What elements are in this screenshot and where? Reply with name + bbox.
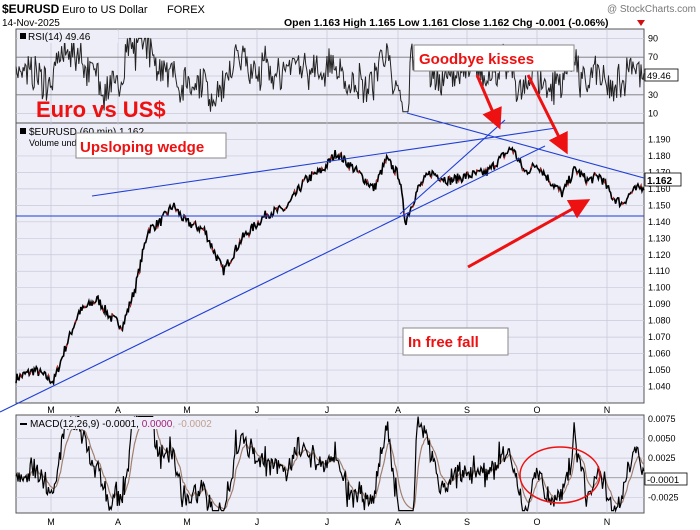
price-tick-label: 1.040: [648, 382, 671, 392]
price-tick-label: 1.120: [648, 250, 671, 260]
x-tick-label: N: [604, 405, 611, 415]
x-tick-label: A: [115, 405, 121, 415]
trend-lines: [0, 112, 645, 413]
price-series: [15, 146, 645, 387]
macd-last-tag: -0.0001: [644, 472, 688, 486]
macd-label-bg: [18, 417, 268, 429]
macd-tick-label: 0.0075: [648, 414, 676, 424]
arrow-kiss-2: [526, 74, 568, 155]
price-tick-label: 1.140: [648, 217, 671, 227]
macd-series: [15, 415, 645, 513]
wedge-lower-line: [0, 145, 546, 413]
arrow-kiss-1: [475, 74, 502, 130]
x-tick-label: N: [604, 517, 611, 527]
price-tick-label: 1.060: [648, 349, 671, 359]
rsi-line: [15, 37, 645, 113]
macd-line: [15, 415, 645, 513]
breakdown-line: [399, 119, 506, 215]
price-tick-label: 1.150: [648, 200, 671, 210]
watermark: @ StockCharts.com: [607, 4, 696, 15]
x-tick-label: M: [47, 405, 55, 415]
x-tick-label: J: [255, 405, 260, 415]
x-tick-label: S: [464, 517, 470, 527]
symbol: $EURUSD: [2, 2, 60, 16]
grid-lines: [16, 29, 644, 513]
price-tick-label: 1.130: [648, 233, 671, 243]
volume-label: Volume undefined: [29, 138, 101, 148]
x-tick-label: J: [325, 405, 330, 415]
rsi-label-bg: [18, 31, 118, 43]
price-tick-label: 1.100: [648, 283, 671, 293]
annotation-wedge: Upsloping wedge: [80, 139, 204, 156]
macd-label-part: MACD(12,26,9) -0.0001,: [30, 419, 142, 430]
price-legend-swatch: [20, 128, 26, 134]
annotation-title: Euro vs US$: [36, 97, 166, 122]
macd-label-part: 0.0000: [142, 419, 173, 430]
x-tick-label: A: [395, 517, 401, 527]
macd-last-value: -0.0001: [647, 475, 679, 486]
ohlc-summary: Open 1.163 High 1.165 Low 1.161 Close 1.…: [284, 17, 608, 29]
annotation-kisses: Goodbye kisses: [419, 51, 534, 68]
price-tick-label: 1.070: [648, 332, 671, 342]
annotation-arrows: [467, 74, 591, 269]
axis-labels: MMAAMMJJJJAASSOONN90705030101.1901.1801.…: [47, 33, 678, 527]
macd-label-part: , -0.0002: [172, 419, 212, 430]
macd-label: MACD(12,26,9) -0.0001, 0.0000, -0.0002: [30, 419, 212, 430]
x-tick-label: M: [183, 405, 191, 415]
macd-tick-label: -0.0025: [648, 492, 679, 502]
annotation-freefall: In free fall: [408, 334, 479, 351]
rsi-last-value: 49.46: [647, 71, 671, 82]
x-tick-label: S: [464, 405, 470, 415]
exchange: FOREX: [167, 4, 206, 16]
wedge-upper-line: [91, 127, 557, 197]
x-tick-label: J: [325, 517, 330, 527]
price-tick-label: 1.180: [648, 151, 671, 161]
rsi-label: RSI(14) 49.46: [28, 32, 91, 43]
price-line: [15, 146, 645, 387]
rsi-tick-label: 90: [648, 33, 658, 43]
arrow-freefall: [467, 199, 591, 269]
price-tick-label: 1.050: [648, 365, 671, 375]
resistance-line: [406, 112, 645, 179]
x-tick-label: M: [47, 517, 55, 527]
chart-date: 14-Nov-2025: [2, 18, 60, 29]
price-last-value: 1.162: [647, 176, 672, 187]
down-arrow-icon: [637, 20, 645, 26]
rsi-last-tag: 49.46: [644, 68, 679, 82]
price-last-tag: 1.162: [644, 172, 682, 187]
x-tick-label: M: [183, 517, 191, 527]
rsi-tick-label: 10: [648, 109, 658, 119]
price-panel: [15, 122, 645, 404]
price-tick-label: 1.110: [648, 266, 670, 276]
price-tick-label: 1.190: [648, 134, 671, 144]
macd-tick-label: 0.0050: [648, 434, 676, 444]
x-tick-label: J: [255, 517, 260, 527]
instrument-name: Euro to US Dollar: [62, 4, 148, 16]
x-tick-label: A: [115, 517, 121, 527]
price-tick-label: 1.160: [648, 184, 671, 194]
rsi-tick-label: 70: [648, 52, 658, 62]
price-tick-label: 1.090: [648, 299, 671, 309]
rsi-legend-swatch: [20, 33, 26, 39]
x-tick-label: O: [533, 517, 540, 527]
x-tick-label: A: [395, 405, 401, 415]
annotation-wedge-box: [75, 132, 227, 159]
rsi-tick-label: 30: [648, 90, 658, 100]
annotation-freefall-box: [402, 327, 509, 356]
price-tick-label: 1.170: [648, 167, 671, 177]
x-tick-label: O: [533, 405, 540, 415]
price-tick-label: 1.080: [648, 316, 671, 326]
annotation-kisses-box: [413, 44, 575, 72]
macd-highlight-circle: [519, 446, 601, 504]
rsi-series: [15, 37, 645, 113]
macd-tick-label: 0.0025: [648, 453, 676, 463]
